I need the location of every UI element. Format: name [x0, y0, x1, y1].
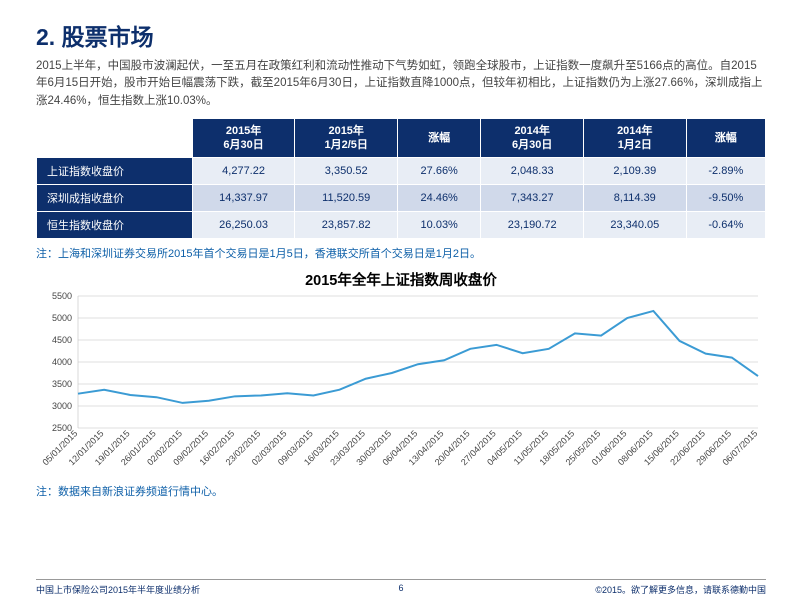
svg-text:5000: 5000 [52, 313, 72, 323]
svg-text:4500: 4500 [52, 335, 72, 345]
table-header [37, 118, 193, 158]
intro-text: 2015上半年，中国股市波澜起伏，一至五月在政策红利和流动性推动下气势如虹，领跑… [36, 58, 766, 110]
table-cell: 23,340.05 [584, 212, 687, 239]
svg-text:3500: 3500 [52, 379, 72, 389]
footer-left: 中国上市保险公司2015年半年度业绩分析 [36, 583, 200, 596]
table-cell: -0.64% [686, 212, 765, 239]
table-cell: 11,520.59 [295, 185, 398, 212]
table-header: 涨幅 [398, 118, 481, 158]
table-header: 2015年6月30日 [192, 118, 295, 158]
table-footnote: 注：上海和深圳证券交易所2015年首个交易日是1月5日，香港联交所首个交易日是1… [36, 245, 766, 261]
table-cell: 2,048.33 [481, 158, 584, 185]
table-header: 2015年1月2/5日 [295, 118, 398, 158]
svg-text:4000: 4000 [52, 357, 72, 367]
table-cell: 26,250.03 [192, 212, 295, 239]
table-cell: 14,337.97 [192, 185, 295, 212]
table-cell: 3,350.52 [295, 158, 398, 185]
chart-title: 2015年全年上证指数周收盘价 [36, 269, 766, 290]
table-cell: 24.46% [398, 185, 481, 212]
footer-page-number: 6 [398, 583, 403, 593]
table-header: 涨幅 [686, 118, 765, 158]
table-cell: 8,114.39 [584, 185, 687, 212]
table-cell: 23,190.72 [481, 212, 584, 239]
table-row-label: 恒生指数收盘价 [37, 212, 193, 239]
table-cell: 4,277.22 [192, 158, 295, 185]
table-header: 2014年1月2日 [584, 118, 687, 158]
table-row-label: 深圳成指收盘价 [37, 185, 193, 212]
page-footer: 中国上市保险公司2015年半年度业绩分析 6 ©2015。欲了解更多信息，请联系… [0, 579, 802, 596]
table-cell: -2.89% [686, 158, 765, 185]
table-cell: 7,343.27 [481, 185, 584, 212]
table-cell: 27.66% [398, 158, 481, 185]
table-row-label: 上证指数收盘价 [37, 158, 193, 185]
svg-text:5500: 5500 [52, 292, 72, 301]
table-cell: 2,109.39 [584, 158, 687, 185]
footer-right: ©2015。欲了解更多信息，请联系德勤中国 [595, 583, 766, 596]
section-title: 2. 股票市场 [36, 18, 766, 52]
table-cell: -9.50% [686, 185, 765, 212]
index-table: 2015年6月30日2015年1月2/5日涨幅2014年6月30日2014年1月… [36, 118, 766, 240]
table-cell: 10.03% [398, 212, 481, 239]
table-header: 2014年6月30日 [481, 118, 584, 158]
svg-text:3000: 3000 [52, 401, 72, 411]
line-chart: 250030003500400045005000550005/01/201512… [36, 292, 766, 487]
table-cell: 23,857.82 [295, 212, 398, 239]
